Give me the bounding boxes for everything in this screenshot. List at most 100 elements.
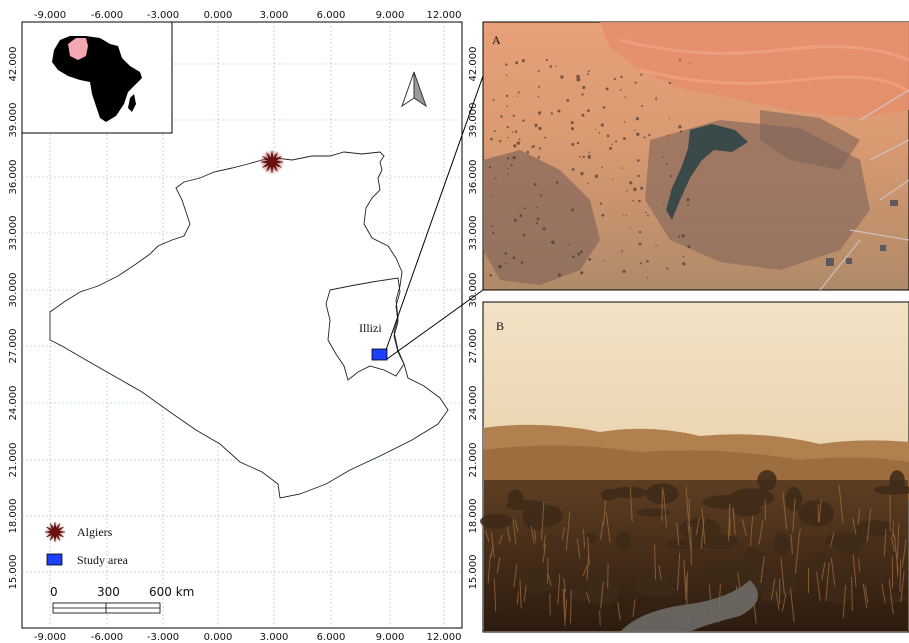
vegetation-dot	[588, 156, 591, 159]
star-burst-icon	[260, 150, 284, 174]
vegetation-dot	[581, 249, 583, 252]
x-tick-label: 6.000	[317, 10, 346, 21]
vegetation-dot	[549, 65, 553, 68]
grass-blade	[749, 516, 754, 547]
vegetation-dot	[612, 178, 614, 180]
grass-blade	[695, 517, 700, 535]
shrub	[679, 518, 721, 542]
grass-blade	[565, 511, 571, 551]
x-tick-label: 3.000	[260, 10, 289, 21]
vegetation-dot	[615, 140, 618, 143]
shrub	[616, 531, 632, 552]
vegetation-dot	[531, 145, 535, 149]
vegetation-dot	[572, 255, 575, 258]
vegetation-dot	[663, 203, 665, 205]
grass-blade	[700, 517, 705, 549]
shrub	[705, 559, 750, 582]
vegetation-dot	[655, 96, 657, 98]
vegetation-dot	[512, 114, 515, 118]
legend-label: Study area	[77, 553, 129, 567]
vegetation-dot	[637, 159, 640, 162]
vegetation-dot	[637, 174, 640, 178]
y-tick-label: 42.000	[468, 47, 479, 82]
vegetation-dot	[520, 261, 524, 264]
grass-blade	[561, 526, 565, 539]
grass-blade	[896, 560, 899, 578]
inset-connector-lines	[385, 75, 484, 360]
vegetation-dot	[602, 106, 606, 109]
grass-blade	[533, 529, 537, 541]
scale-label-0: 0	[50, 585, 58, 599]
shrub	[733, 504, 762, 517]
vegetation-dot	[505, 94, 509, 98]
grass-blade	[605, 512, 611, 543]
grass-blade	[741, 519, 747, 536]
grass-blade	[899, 559, 902, 592]
vegetation-dot	[689, 62, 691, 64]
grass-blade	[487, 554, 491, 584]
grass-blade	[676, 522, 680, 546]
vegetation-dot	[570, 121, 574, 125]
vegetation-dot	[682, 262, 686, 266]
y-tick-label: 27.000	[468, 329, 479, 364]
grass-blade	[888, 578, 894, 615]
vegetation-dot	[623, 121, 626, 123]
vegetation-dot	[489, 274, 493, 277]
x-tick-label: -9.000	[34, 10, 66, 21]
y-tick-label: 39.000	[8, 103, 19, 138]
shrub	[665, 539, 703, 550]
vegetation-dot	[545, 58, 548, 62]
grass-blade	[600, 581, 604, 609]
grass-blade	[782, 492, 787, 530]
vegetation-dot	[516, 95, 518, 97]
grass-blade	[484, 530, 490, 542]
y-tick-label: 24.000	[8, 386, 19, 421]
grass-blade	[864, 585, 869, 603]
grass-blade	[780, 557, 785, 595]
vegetation-dot	[635, 117, 640, 121]
vegetation-dot	[686, 157, 688, 159]
grass-blade	[781, 593, 787, 612]
vegetation-dot	[557, 273, 562, 277]
y-tick-label: 15.000	[468, 555, 479, 590]
grass-blade	[838, 485, 844, 524]
vegetation-dot	[606, 134, 610, 138]
vegetation-dot	[505, 63, 508, 66]
shrub	[761, 580, 780, 603]
grass-blade	[881, 583, 886, 604]
africa-inset	[21, 21, 173, 134]
region-label-illizi: Illizi	[359, 321, 382, 335]
grass-blade	[661, 486, 663, 522]
scale-bar: 0 300 600 km	[50, 585, 194, 614]
vegetation-dot	[633, 187, 637, 192]
vegetation-dot	[601, 166, 603, 168]
vegetation-dot	[511, 131, 514, 133]
shrub	[600, 489, 618, 501]
vegetation-dot	[576, 141, 580, 145]
x-tick-label: 0.000	[204, 632, 233, 643]
vegetation-dot	[537, 70, 540, 73]
vegetation-dot	[580, 171, 584, 176]
algeria-outline	[49, 151, 449, 499]
x-tick-label: 6.000	[317, 632, 346, 643]
grass-blade	[498, 534, 503, 545]
vegetation-dot	[620, 75, 623, 79]
shrub	[825, 532, 867, 549]
y-tick-labels-right: 42.000 39.000 36.000 33.000 30.000 27.000 24.0…	[468, 47, 479, 590]
vegetation-dot	[587, 182, 589, 185]
grass-blade	[582, 565, 588, 577]
vegetation-dot	[619, 89, 622, 91]
grass-blade	[541, 501, 545, 540]
grass-blade	[600, 521, 604, 540]
vegetation-dot	[646, 260, 649, 263]
grass-blade	[857, 508, 861, 526]
vegetation-dot	[640, 73, 643, 76]
vegetation-dot	[643, 136, 646, 139]
shrub	[774, 532, 790, 557]
grass-blade	[587, 536, 590, 567]
grass-blade	[758, 520, 764, 545]
vegetation-dot	[551, 240, 555, 245]
x-tick-label: 9.000	[376, 10, 405, 21]
grass-blade	[513, 564, 518, 588]
vegetation-dot	[536, 217, 540, 221]
